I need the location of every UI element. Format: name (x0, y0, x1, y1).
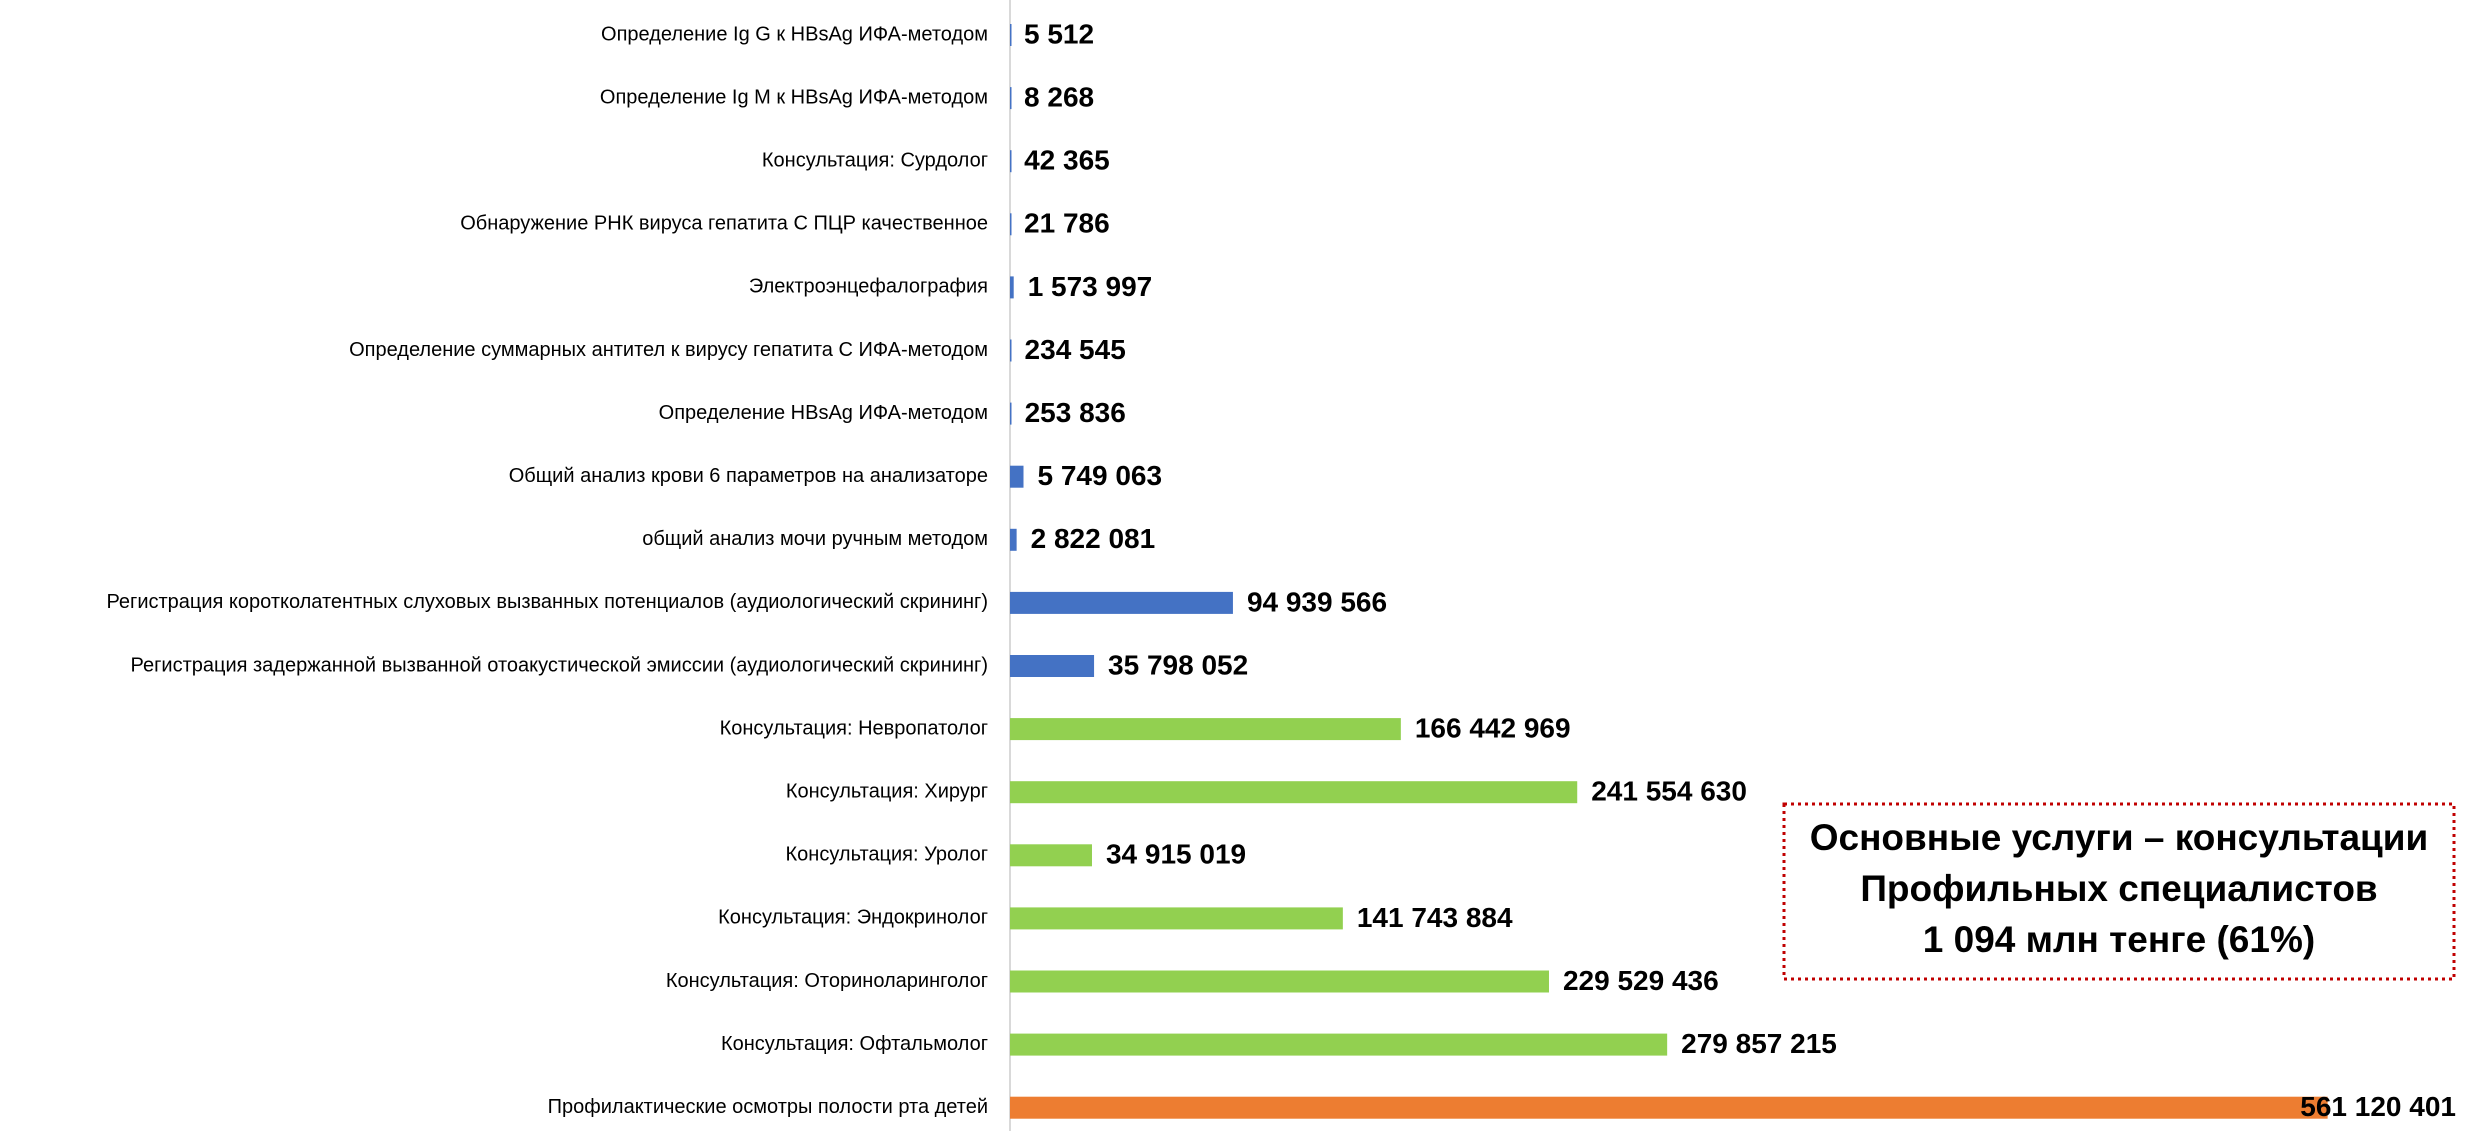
value-label: 234 545 (1025, 334, 1126, 365)
value-label: 21 786 (1024, 208, 1110, 239)
bar (1010, 718, 1401, 741)
annotation-text: Профильных специалистов (1860, 868, 2377, 909)
category-label: Определение Ig M к HBsAg ИФА-методом (600, 86, 988, 108)
value-label: 5 512 (1024, 18, 1094, 49)
value-label: 2 822 081 (1031, 523, 1156, 554)
bar (1010, 528, 1017, 551)
annotation-box (1782, 802, 2456, 981)
value-label: 241 554 630 (1591, 776, 1747, 807)
category-label: Консультация: Офтальмолог (721, 1033, 988, 1055)
bar (1010, 844, 1092, 867)
category-label: Консультация: Уролог (786, 844, 988, 866)
value-label: 34 915 019 (1106, 839, 1246, 870)
value-label: 141 743 884 (1357, 902, 1513, 933)
value-label: 35 798 052 (1108, 649, 1248, 680)
category-label: Электроэнцефалография (749, 276, 988, 298)
bar (1010, 87, 1012, 110)
value-label: 8 268 (1024, 81, 1094, 112)
value-label: 94 939 566 (1247, 586, 1387, 617)
category-label: Регистрация коротколатентных слуховых вы… (106, 591, 988, 613)
bar (1010, 213, 1012, 236)
bar (1010, 150, 1012, 173)
bar (1010, 1033, 1668, 1056)
value-label: 5 749 063 (1038, 460, 1163, 491)
bar (1010, 655, 1095, 677)
category-label: общий анализ мочи ручным методом (642, 528, 988, 550)
bar (1010, 970, 1549, 993)
bar (1010, 907, 1343, 930)
value-label: 279 857 215 (1681, 1028, 1837, 1059)
category-label: Консультация: Оториноларинголог (666, 970, 988, 992)
value-label: 1 573 997 (1028, 271, 1153, 302)
bar (1010, 591, 1233, 614)
category-label: Консультация: Хирург (786, 780, 988, 802)
category-label: Общий анализ крови 6 параметров на анали… (509, 465, 988, 487)
bar (1010, 24, 1012, 46)
annotation-text: 1 094 млн тенге (61%) (1923, 919, 2315, 960)
category-label: Обнаружение РНК вируса гепатита С ПЦР ка… (460, 213, 988, 235)
bar (1010, 1096, 2328, 1119)
value-label: 253 836 (1025, 397, 1126, 428)
category-label: Профилактические осмотры полости рта дет… (548, 1096, 988, 1118)
bar (1010, 402, 1012, 425)
category-label: Определение суммарных антител к вирусу г… (349, 339, 988, 361)
category-label: Определение HBsAg ИФА-методом (659, 402, 988, 424)
value-label: 42 365 (1024, 145, 1110, 176)
category-label: Консультация: Эндокринолог (718, 907, 988, 929)
value-label: 229 529 436 (1563, 965, 1719, 996)
bar (1010, 781, 1578, 804)
value-label: 166 442 969 (1415, 712, 1571, 743)
bar (1010, 339, 1012, 362)
category-label: Консультация: Сурдолог (762, 149, 988, 171)
annotation-text: Основные услуги – консультации (1810, 817, 2429, 858)
category-label: Консультация: Невропатолог (720, 717, 988, 739)
category-label: Определение Ig G к HBsAg ИФА-методом (601, 23, 988, 45)
value-label: 561 120 401 (2300, 1091, 2456, 1122)
bar (1010, 465, 1024, 488)
category-label: Регистрация задержанной вызванной отоаку… (131, 654, 988, 676)
bar (1010, 276, 1014, 299)
